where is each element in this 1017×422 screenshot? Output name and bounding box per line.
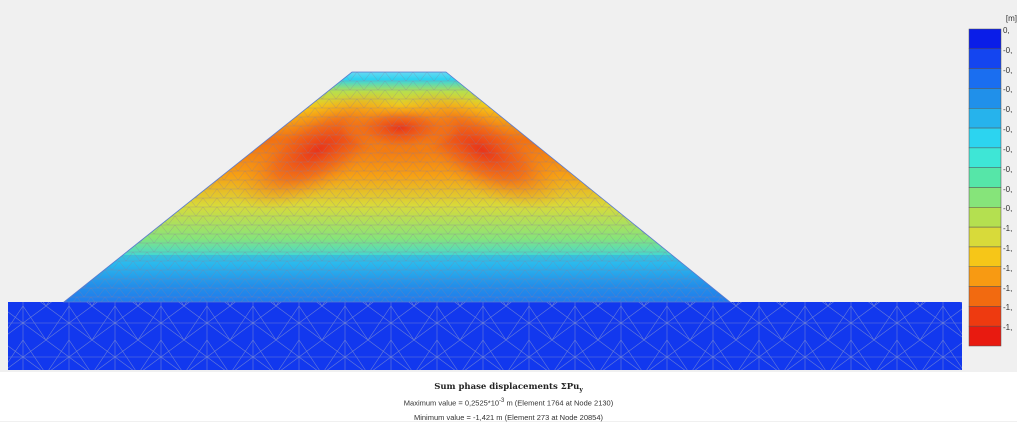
maximum-value-text: Maximum value = 0,2525*10-3 m (Element 1… — [403, 398, 614, 408]
dam-outline — [62, 71, 732, 303]
legend-swatch — [968, 167, 1002, 188]
color-legend — [966, 0, 1017, 372]
legend-swatch — [968, 187, 1002, 208]
legend-swatch — [968, 88, 1002, 109]
legend-tick-label: -1, — [1003, 263, 1013, 273]
legend-tick-label: -0, — [1003, 85, 1013, 95]
legend-swatch — [968, 68, 1002, 89]
legend-tick-label: -0, — [1003, 65, 1013, 75]
legend-tick-label: -0, — [1003, 105, 1013, 115]
embankment-dam — [64, 72, 730, 302]
legend-swatch — [968, 108, 1002, 129]
legend-unit-label: [m] — [1005, 14, 1017, 23]
legend-swatch — [968, 246, 1002, 267]
legend-tick-label: -0, — [1003, 164, 1013, 174]
legend-swatch — [968, 28, 1002, 50]
legend-swatch — [968, 306, 1002, 327]
mesh-contour-plot — [8, 71, 962, 370]
legend-swatch — [968, 325, 1002, 347]
legend-tick-label: -1, — [1003, 323, 1013, 333]
legend-tick-label: -0, — [1003, 45, 1013, 55]
legend-swatch — [968, 286, 1002, 307]
legend-swatch — [968, 147, 1002, 168]
legend-tick-label: -1, — [1003, 243, 1013, 253]
legend-swatch — [968, 207, 1002, 228]
legend-color-bar — [968, 28, 1002, 347]
minimum-value-text: Minimum value = -1,421 m (Element 273 at… — [413, 413, 604, 422]
legend-swatch — [968, 266, 1002, 287]
legend-tick-label: -0, — [1003, 184, 1013, 194]
legend-swatch — [968, 48, 1002, 69]
result-title: Sum phase displacements ΣPuy — [434, 382, 583, 394]
legend-tick-label: 0, — [1003, 26, 1010, 35]
legend-swatch — [968, 127, 1002, 149]
result-caption: Sum phase displacements ΣPuy Maximum val… — [0, 372, 1017, 422]
legend-tick-label: -0, — [1003, 125, 1013, 135]
legend-tick-label: -1, — [1003, 283, 1013, 293]
legend-tick-label: -1, — [1003, 224, 1013, 234]
foundation-mesh — [8, 302, 962, 370]
legend-tick-label: -0, — [1003, 204, 1013, 214]
legend-swatch — [968, 226, 1002, 248]
legend-tick-label: -1, — [1003, 303, 1013, 313]
legend-tick-label: -0, — [1003, 144, 1013, 154]
